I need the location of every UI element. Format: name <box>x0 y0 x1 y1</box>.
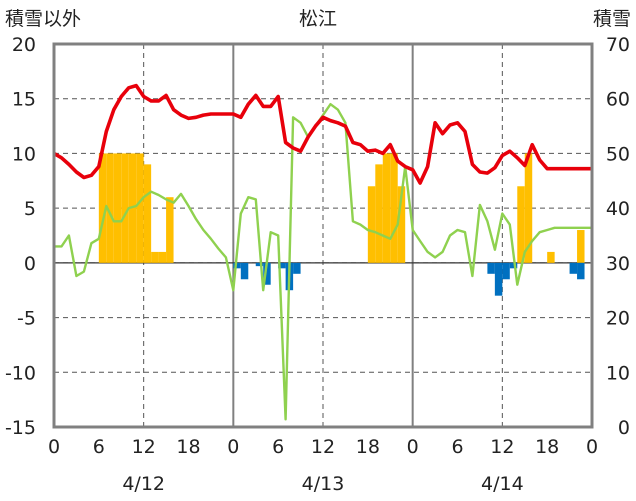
x-tick-label: 12 <box>311 436 335 458</box>
precipitation-bar <box>375 164 383 263</box>
precipitation-bar <box>113 153 122 263</box>
snow-change-bar <box>509 262 518 269</box>
snow-change-bar <box>502 262 510 280</box>
snow-change-bar <box>233 262 241 269</box>
left-tick-label: -10 <box>5 362 36 384</box>
snow-change-bar <box>569 262 578 274</box>
right-tick-label: 10 <box>606 362 630 384</box>
x-tick-label: 6 <box>451 436 463 458</box>
right-tick-label: 0 <box>618 417 630 439</box>
precipitation-bar <box>158 251 167 263</box>
snow-change-bar <box>278 262 286 269</box>
snow-change-bar <box>293 262 301 274</box>
left-tick-label: 0 <box>24 253 36 275</box>
x-tick-label: 6 <box>272 436 284 458</box>
snow-change-bar <box>255 262 264 267</box>
x-tick-label: 0 <box>227 436 239 458</box>
left-tick-label: 15 <box>12 89 36 111</box>
right-tick-label: 40 <box>606 198 630 220</box>
precipitation-bar <box>547 251 555 263</box>
snow-change-bar <box>487 262 495 274</box>
precipitation-bar <box>106 153 114 263</box>
left-tick-label: 20 <box>12 34 36 56</box>
precipitation-bar <box>390 153 398 263</box>
chart-title: 松江 <box>299 8 337 30</box>
left-tick-label: 5 <box>24 198 36 220</box>
precipitation-bar <box>517 186 525 263</box>
precipitation-bar <box>382 153 391 263</box>
precipitation-bar <box>577 230 585 263</box>
bar-layer <box>98 153 585 296</box>
right-tick-label: 20 <box>606 308 630 330</box>
precipitation-bar <box>151 251 159 263</box>
x-tick-label: 0 <box>48 436 60 458</box>
precipitation-bar <box>367 186 376 263</box>
left-tick-label: 10 <box>12 143 36 165</box>
right-tick-label: 50 <box>606 143 630 165</box>
x-tick-label: 18 <box>176 436 200 458</box>
x-tick-label: 0 <box>586 436 598 458</box>
precipitation-bar <box>143 164 152 263</box>
precipitation-bar <box>166 197 174 263</box>
precipitation-bar <box>98 153 107 263</box>
x-tick-label: 6 <box>93 436 105 458</box>
left-tick-label: -15 <box>5 417 36 439</box>
right-tick-label: 70 <box>606 34 630 56</box>
plot-frame <box>52 42 594 429</box>
date-label: 4/14 <box>481 473 524 495</box>
snow-change-bar <box>240 262 249 280</box>
temp-change-line <box>54 102 592 421</box>
precipitation-bar <box>121 153 129 263</box>
temperature-line <box>53 83 592 185</box>
x-tick-label: 0 <box>407 436 419 458</box>
precipitation-bar <box>524 153 533 263</box>
frame-layer <box>52 42 594 429</box>
precipitation-bar <box>136 153 144 263</box>
x-tick-label: 18 <box>535 436 559 458</box>
right-tick-label: 30 <box>606 253 630 275</box>
x-tick-label: 18 <box>356 436 380 458</box>
x-tick-label: 12 <box>132 436 156 458</box>
right-axis-label: 積雪 <box>593 8 631 30</box>
left-axis-label: 積雪以外 <box>5 8 81 30</box>
date-label: 4/12 <box>122 473 165 495</box>
snow-change-bar <box>577 262 585 280</box>
precipitation-bar <box>397 186 406 263</box>
x-tick-label: 12 <box>490 436 514 458</box>
date-label: 4/13 <box>302 473 345 495</box>
snow-change-bar <box>494 262 503 296</box>
snow-change-bar <box>263 262 271 285</box>
left-tick-label: -5 <box>17 308 36 330</box>
right-tick-label: 60 <box>606 89 630 111</box>
